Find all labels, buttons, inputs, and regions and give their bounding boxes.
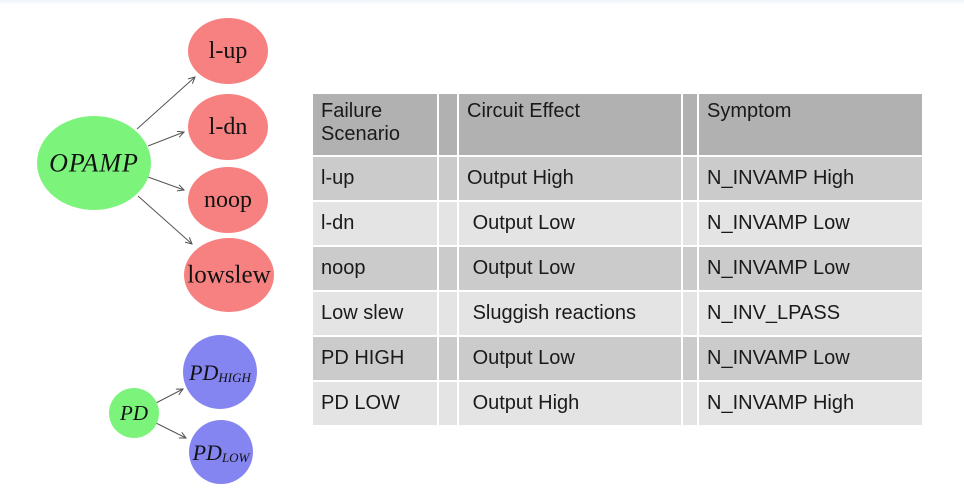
pd-root-label: PD <box>119 401 148 425</box>
cell-scenario: Low slew <box>313 292 437 335</box>
cell-effect: Output Low <box>459 247 681 290</box>
spacer-cell <box>683 157 697 200</box>
failure-node-lowslew-label: lowslew <box>187 262 270 289</box>
spacer-cell <box>683 202 697 245</box>
edge-pd-pdhigh <box>155 389 183 404</box>
cell-effect: Output Low <box>459 337 681 380</box>
spacer-cell <box>439 202 457 245</box>
cell-symptom: N_INV_LPASS <box>699 292 922 335</box>
failure-node-lowslew <box>184 238 274 312</box>
edge-opamp-lowslew <box>137 195 192 244</box>
cell-symptom: N_INVAMP High <box>699 382 922 425</box>
cell-symptom: N_INVAMP Low <box>699 247 922 290</box>
opamp-root-node <box>37 116 151 210</box>
cell-effect: Output High <box>459 382 681 425</box>
spacer-cell <box>439 247 457 290</box>
edge-opamp-noop <box>147 176 184 190</box>
pd-high-label: PDHIGH <box>188 360 251 385</box>
cell-effect: Sluggish reactions <box>459 292 681 335</box>
failure-node-lup-label: l-up <box>209 38 248 64</box>
failure-node-noop-label: noop <box>204 187 252 213</box>
header-symptom: Symptom <box>699 94 922 155</box>
cell-symptom: N_INVAMP Low <box>699 202 922 245</box>
pd-root-node <box>109 388 159 438</box>
top-edge-strip <box>0 0 964 5</box>
failure-node-noop <box>188 167 268 233</box>
pd-low-node <box>189 420 253 484</box>
cell-scenario: noop <box>313 247 437 290</box>
spacer-cell <box>439 337 457 380</box>
cell-scenario: PD LOW <box>313 382 437 425</box>
spacer-cell <box>439 94 457 155</box>
failure-tree-diagram: OPAMP l-up l-dn noop lowslew PD PDHIGH P… <box>37 18 274 484</box>
pd-high-node <box>183 335 257 409</box>
failure-node-ldn <box>188 94 268 160</box>
edge-opamp-ldn <box>147 132 184 147</box>
edge-opamp-lup <box>136 77 195 130</box>
cell-symptom: N_INVAMP High <box>699 157 922 200</box>
spacer-cell <box>683 337 697 380</box>
cell-effect: Output High <box>459 157 681 200</box>
spacer-cell <box>683 94 697 155</box>
header-failure-scenario: Failure Scenario <box>313 94 437 155</box>
spacer-cell <box>439 292 457 335</box>
cell-scenario: l-dn <box>313 202 437 245</box>
edge-pd-pdlow <box>155 422 186 438</box>
spacer-cell <box>439 157 457 200</box>
failure-node-lup <box>188 18 268 84</box>
spacer-cell <box>439 382 457 425</box>
cell-symptom: N_INVAMP Low <box>699 337 922 380</box>
cell-scenario: PD HIGH <box>313 337 437 380</box>
failure-node-ldn-label: l-dn <box>209 114 248 140</box>
cell-scenario: l-up <box>313 157 437 200</box>
spacer-cell <box>683 247 697 290</box>
cell-effect: Output Low <box>459 202 681 245</box>
pd-low-label: PDLOW <box>192 440 251 465</box>
opamp-root-label: OPAMP <box>49 149 139 178</box>
failure-table: Failure Scenario Circuit Effect Symptom … <box>313 94 922 425</box>
spacer-cell <box>683 382 697 425</box>
header-circuit-effect: Circuit Effect <box>459 94 681 155</box>
spacer-cell <box>683 292 697 335</box>
